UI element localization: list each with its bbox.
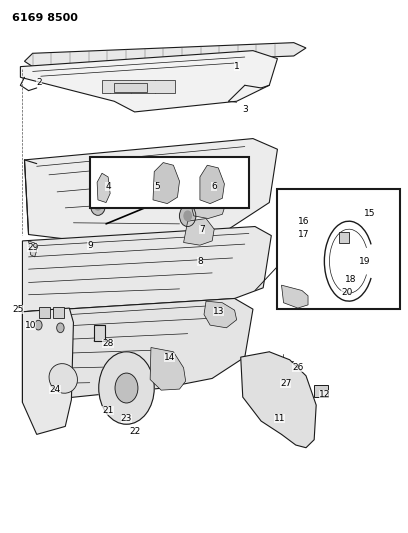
Circle shape — [57, 323, 64, 333]
Text: 27: 27 — [280, 379, 291, 388]
Text: 5: 5 — [154, 182, 160, 191]
Polygon shape — [22, 298, 253, 402]
Text: 22: 22 — [129, 427, 140, 436]
Polygon shape — [184, 219, 214, 245]
Polygon shape — [20, 51, 277, 112]
Text: 23: 23 — [121, 414, 132, 423]
Text: 10: 10 — [25, 321, 36, 329]
Polygon shape — [24, 139, 277, 241]
Polygon shape — [22, 227, 271, 312]
Text: 26: 26 — [292, 364, 304, 372]
Text: 25: 25 — [13, 305, 24, 313]
Text: 29: 29 — [27, 244, 38, 252]
Text: 19: 19 — [359, 257, 371, 265]
Bar — [94, 325, 105, 341]
Polygon shape — [282, 285, 308, 308]
Bar — [90, 157, 249, 208]
Text: 20: 20 — [341, 288, 353, 296]
Bar — [314, 385, 328, 397]
Bar — [277, 189, 400, 309]
Text: 12: 12 — [319, 390, 330, 399]
Text: 9: 9 — [87, 241, 93, 249]
Polygon shape — [241, 352, 316, 448]
Polygon shape — [200, 165, 224, 204]
Text: 7: 7 — [199, 225, 205, 233]
Text: 6: 6 — [211, 182, 217, 191]
Text: 28: 28 — [102, 340, 114, 348]
Text: 14: 14 — [164, 353, 175, 361]
Circle shape — [180, 205, 196, 227]
Circle shape — [95, 201, 101, 210]
Bar — [339, 232, 349, 243]
Bar — [114, 83, 147, 92]
Polygon shape — [153, 163, 180, 204]
Polygon shape — [150, 348, 186, 390]
Bar — [39, 307, 50, 318]
Text: 2: 2 — [36, 78, 42, 87]
Circle shape — [91, 196, 105, 215]
Text: 11: 11 — [274, 414, 285, 423]
Polygon shape — [192, 188, 226, 219]
Circle shape — [184, 211, 191, 221]
Polygon shape — [24, 43, 306, 67]
Text: 8: 8 — [197, 257, 203, 265]
Text: 1: 1 — [234, 62, 239, 71]
Text: 21: 21 — [102, 406, 114, 415]
Circle shape — [115, 373, 138, 403]
Text: 18: 18 — [345, 276, 357, 284]
Polygon shape — [22, 308, 73, 434]
Circle shape — [99, 352, 154, 424]
Text: 16: 16 — [298, 217, 310, 225]
Polygon shape — [97, 173, 110, 203]
Text: 4: 4 — [105, 182, 111, 191]
Polygon shape — [204, 301, 237, 328]
Text: 24: 24 — [49, 385, 61, 393]
Circle shape — [35, 320, 42, 330]
Text: 3: 3 — [242, 105, 248, 114]
Text: 15: 15 — [364, 209, 375, 217]
Text: 6169 8500: 6169 8500 — [12, 13, 78, 23]
Text: 17: 17 — [298, 230, 310, 239]
Bar — [53, 307, 64, 318]
Ellipse shape — [49, 364, 78, 393]
Bar — [102, 80, 175, 93]
Text: 13: 13 — [213, 308, 224, 316]
Polygon shape — [29, 241, 37, 257]
